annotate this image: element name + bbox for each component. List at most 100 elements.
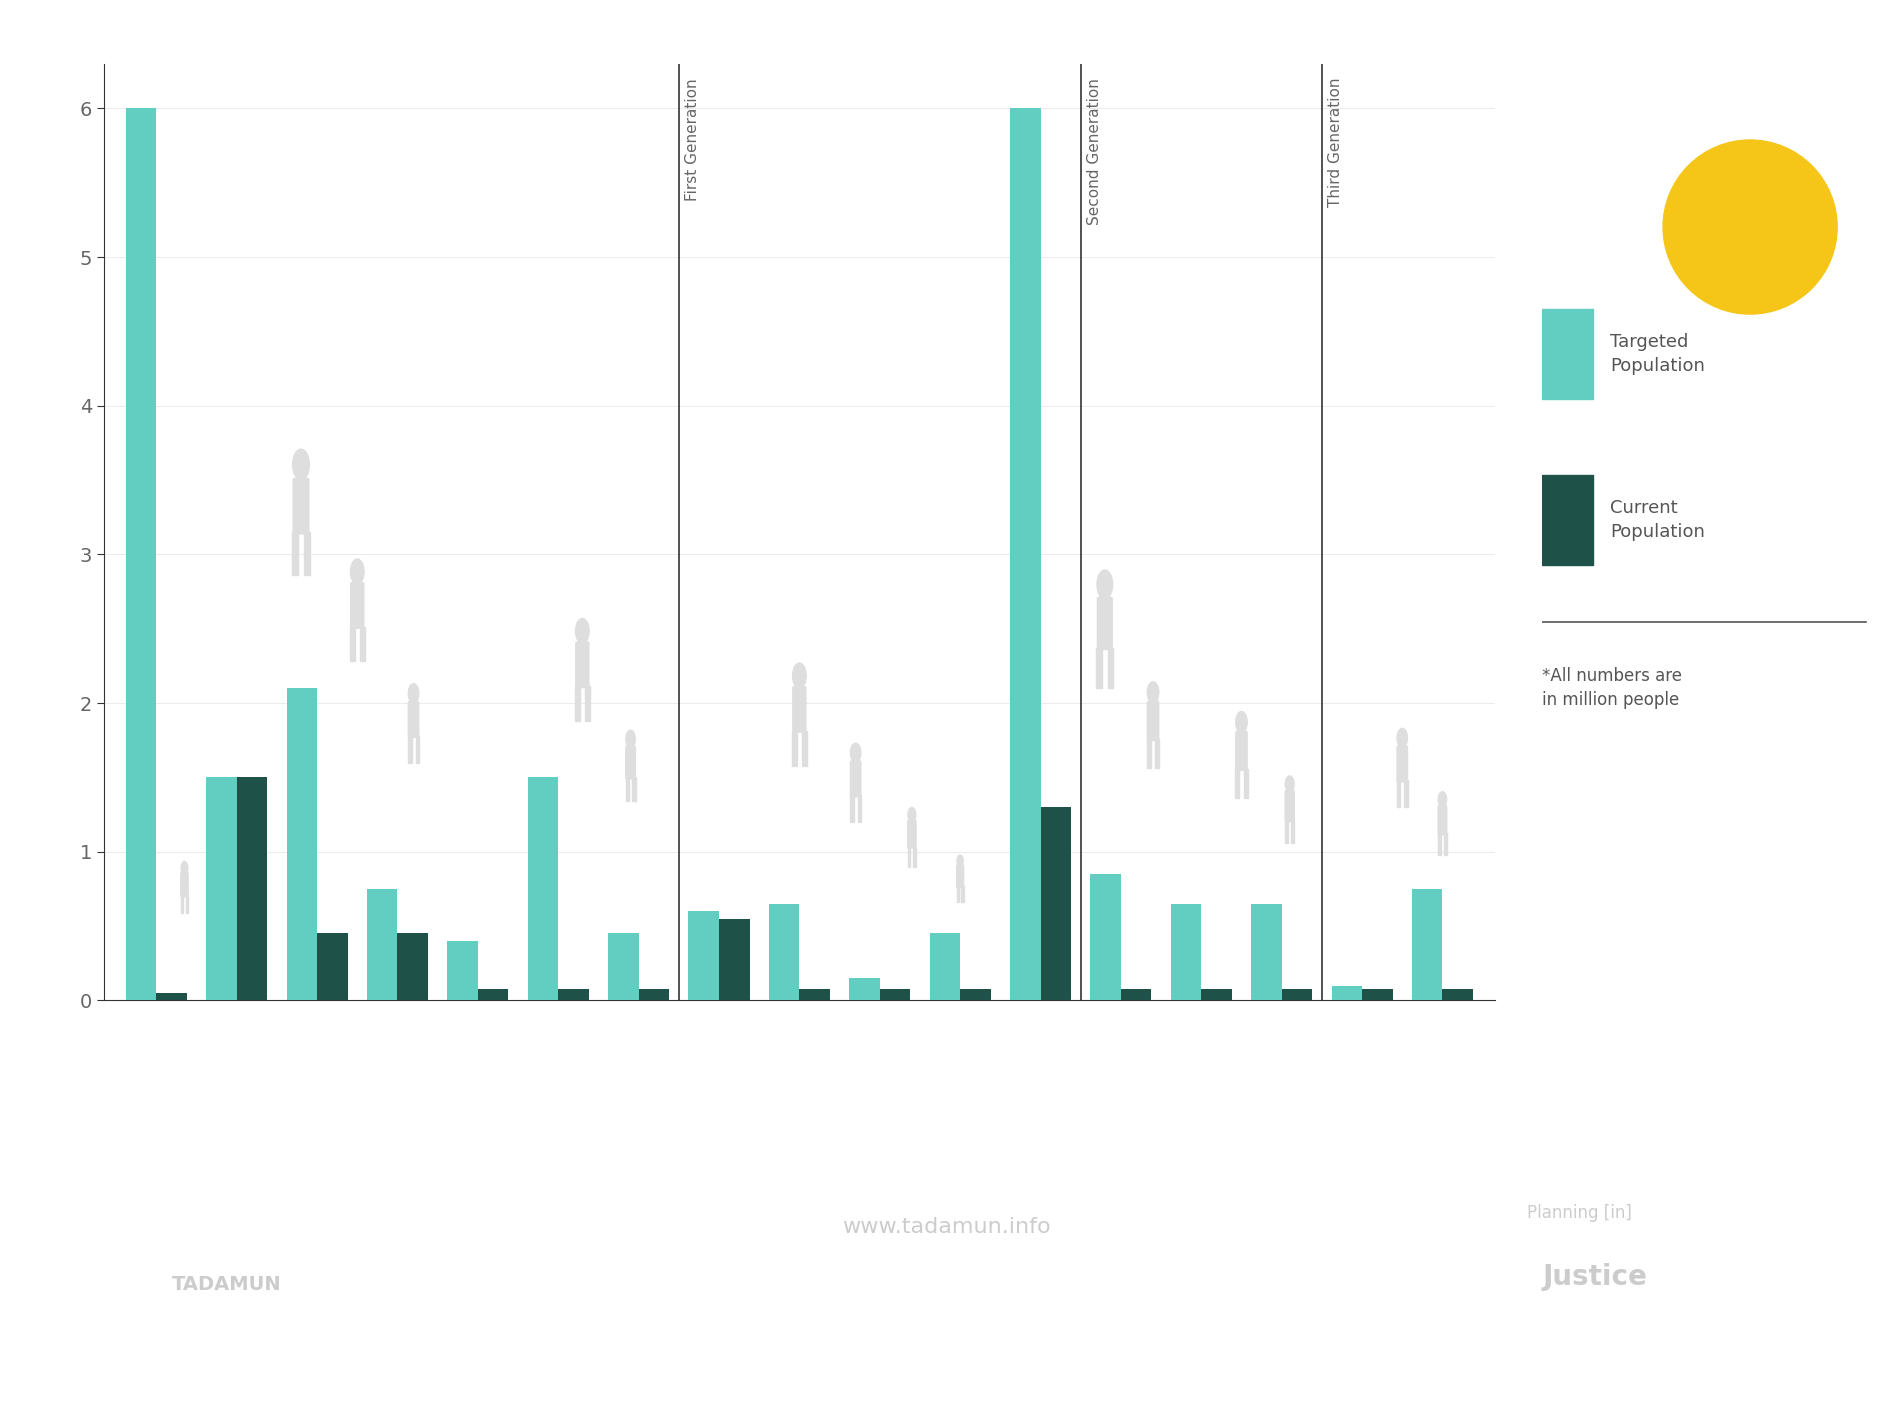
Bar (125, 108, 157, 1000)
FancyBboxPatch shape (908, 820, 916, 849)
FancyBboxPatch shape (1285, 790, 1294, 822)
FancyBboxPatch shape (850, 761, 861, 796)
Bar (182, 895, 184, 912)
Circle shape (1396, 728, 1408, 748)
Bar (1442, 989, 1474, 1000)
Bar (961, 887, 963, 902)
FancyBboxPatch shape (1542, 475, 1593, 565)
Bar (236, 778, 267, 1000)
Bar (929, 934, 959, 1000)
Bar (1156, 739, 1160, 769)
Bar (800, 989, 831, 1000)
Bar (1201, 989, 1232, 1000)
FancyBboxPatch shape (575, 643, 588, 688)
Text: Planning [in]: Planning [in] (1527, 1205, 1633, 1222)
Bar (626, 778, 628, 802)
FancyBboxPatch shape (350, 583, 363, 629)
FancyBboxPatch shape (793, 687, 806, 732)
Bar (957, 887, 959, 902)
FancyBboxPatch shape (1542, 309, 1593, 399)
Circle shape (957, 856, 963, 867)
Bar (1438, 833, 1442, 854)
Text: Second Generation: Second Generation (1088, 78, 1103, 224)
Circle shape (1285, 776, 1294, 792)
Bar (793, 731, 797, 765)
Bar (359, 627, 365, 661)
Bar (802, 731, 806, 765)
Bar (850, 978, 880, 1000)
Text: Justice: Justice (1542, 1263, 1648, 1291)
Bar (914, 847, 916, 867)
Bar (286, 688, 318, 1000)
Bar (1109, 648, 1112, 688)
Circle shape (1663, 140, 1837, 314)
Bar (1243, 769, 1247, 799)
Bar (479, 989, 509, 1000)
Bar (1411, 888, 1442, 1000)
Bar (1171, 904, 1201, 1000)
Circle shape (1097, 570, 1112, 599)
FancyBboxPatch shape (1396, 746, 1408, 782)
Circle shape (409, 684, 418, 702)
Circle shape (850, 744, 861, 762)
Bar (639, 989, 670, 1000)
Circle shape (1147, 681, 1158, 702)
Bar (1332, 986, 1362, 1000)
Bar (1041, 807, 1071, 1000)
Circle shape (350, 559, 363, 585)
Bar (206, 778, 236, 1000)
Bar (305, 532, 310, 575)
FancyBboxPatch shape (409, 701, 418, 738)
Bar (689, 911, 719, 1000)
Bar (1362, 989, 1393, 1000)
Bar (318, 934, 348, 1000)
Bar (1285, 820, 1288, 843)
Bar (1095, 648, 1101, 688)
Bar (1235, 769, 1239, 799)
Bar (857, 795, 861, 822)
Bar (350, 627, 354, 661)
Circle shape (1438, 792, 1447, 807)
Text: Current
Population: Current Population (1610, 499, 1705, 541)
FancyBboxPatch shape (1438, 806, 1447, 834)
Bar (528, 778, 558, 1000)
Circle shape (626, 731, 636, 748)
Bar (908, 847, 910, 867)
Circle shape (908, 807, 916, 822)
Bar (719, 918, 749, 1000)
Text: Third Generation: Third Generation (1328, 78, 1343, 207)
FancyBboxPatch shape (626, 746, 636, 779)
Text: First Generation: First Generation (685, 78, 700, 200)
FancyBboxPatch shape (1147, 701, 1158, 741)
Bar (575, 687, 579, 721)
Bar (1444, 833, 1447, 854)
Bar (1090, 874, 1120, 1000)
Bar (185, 895, 187, 912)
Bar (1010, 108, 1041, 1000)
Bar (397, 934, 428, 1000)
Bar (1147, 739, 1150, 769)
FancyBboxPatch shape (293, 478, 308, 534)
Bar (409, 736, 412, 762)
Circle shape (293, 450, 310, 480)
Text: TADAMUN: TADAMUN (172, 1274, 282, 1294)
Bar (157, 993, 187, 1000)
Bar (1120, 989, 1152, 1000)
Text: www.tadamun.info: www.tadamun.info (842, 1218, 1050, 1237)
FancyBboxPatch shape (957, 866, 963, 888)
Bar (880, 989, 910, 1000)
Bar (1281, 989, 1313, 1000)
FancyBboxPatch shape (1097, 597, 1112, 650)
Bar (1251, 904, 1281, 1000)
Bar (447, 941, 479, 1000)
FancyBboxPatch shape (182, 873, 187, 897)
Bar (558, 989, 588, 1000)
Circle shape (1235, 711, 1247, 732)
Bar (607, 934, 639, 1000)
Bar (632, 778, 636, 802)
Bar (291, 532, 297, 575)
Circle shape (182, 861, 187, 874)
Bar (850, 795, 853, 822)
Bar (768, 904, 800, 1000)
Bar (959, 989, 991, 1000)
